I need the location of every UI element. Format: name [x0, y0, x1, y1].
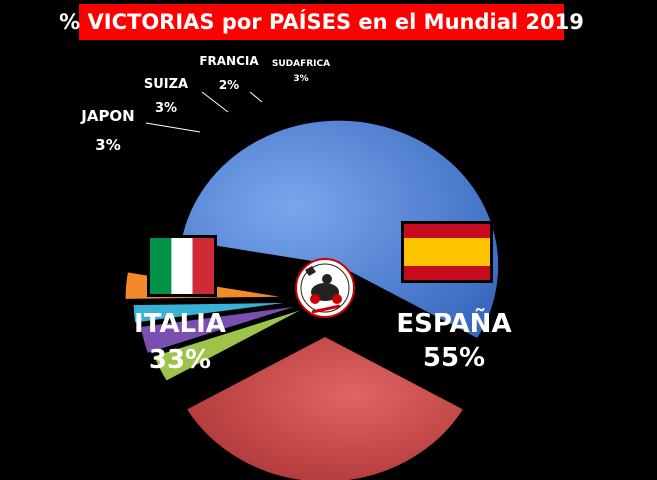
moto-rider-logo-icon [295, 258, 355, 318]
pie-slice-suiza [139, 305, 299, 355]
slice-label-sudafrica: SUDAFRICA [272, 59, 330, 69]
slice-label-japon: JAPON [80, 107, 135, 125]
slice-label-suiza: SUIZA [144, 77, 188, 92]
leader-line-suiza [201, 91, 229, 113]
pie-slice-japon [153, 307, 306, 382]
leader-line-francia [249, 91, 263, 103]
slice-value-italia: 33% [149, 345, 211, 375]
pie-slice-españa [180, 119, 500, 340]
title-banner: % VICTORIAS por PAÍSES en el Mundial 201… [59, 4, 584, 40]
slice-value-suiza: 3% [155, 101, 177, 116]
pie-slice-italia [185, 335, 465, 480]
slice-value-japon: 3% [95, 136, 120, 154]
slice-label-francia: FRANCIA [199, 54, 259, 68]
slice-label-italia: ITALIA [134, 309, 226, 339]
italy-flag-icon [147, 235, 217, 297]
slice-value-sudafrica: 3% [293, 74, 308, 84]
slice-label-españa: ESPAÑA [396, 307, 511, 339]
chart-title: % VICTORIAS por PAÍSES en el Mundial 201… [59, 10, 584, 34]
spain-flag-icon [401, 221, 493, 283]
pie-slice-francia [132, 301, 294, 324]
leader-line-japon [145, 122, 201, 133]
slice-value-españa: 55% [423, 343, 485, 373]
slice-value-francia: 2% [219, 78, 239, 92]
